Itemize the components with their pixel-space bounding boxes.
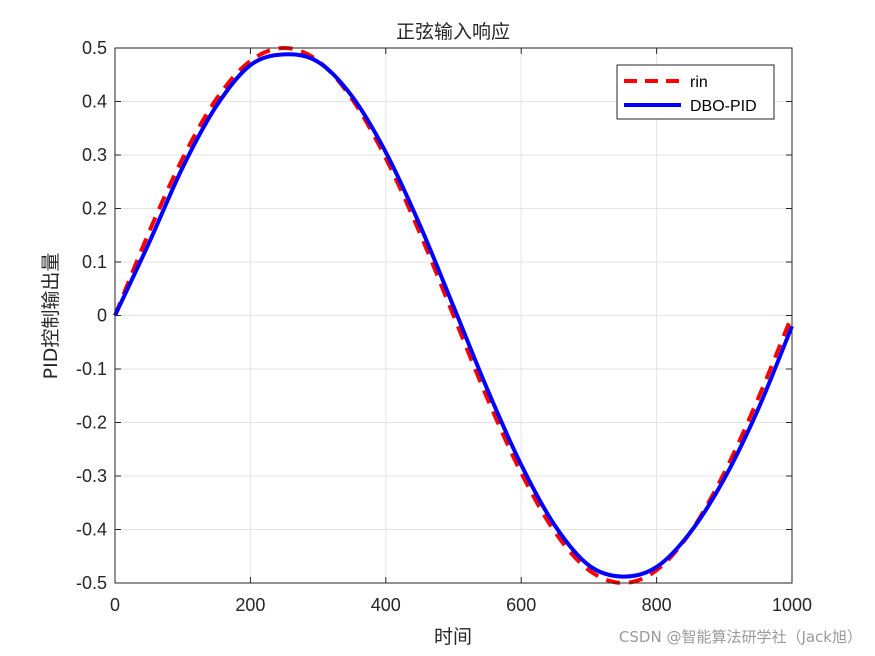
y-tick-label: -0.5 [76, 573, 107, 593]
x-tick-label: 200 [235, 595, 265, 615]
x-tick-label: 800 [642, 595, 672, 615]
legend-box [616, 64, 775, 120]
legend: rin DBO-PID [616, 64, 775, 120]
chart-title: 正弦输入响应 [396, 21, 510, 43]
x-tick-label: 1000 [772, 595, 812, 615]
x-tick-labels: 0 200 400 600 800 1000 [110, 595, 812, 615]
x-axis-label: 时间 [434, 626, 472, 648]
y-tick-label: -0.3 [76, 466, 107, 486]
y-tick-label: 0.3 [82, 145, 107, 165]
y-tick-label: 0.1 [82, 252, 107, 272]
y-tick-label: -0.4 [76, 520, 107, 540]
series-layer [113, 46, 794, 585]
watermark: CSDN @智能算法研学社（Jack旭） [619, 628, 862, 646]
x-tick-label: 600 [506, 595, 536, 615]
y-tick-label: 0.2 [82, 199, 107, 219]
y-tick-label: -0.1 [76, 359, 107, 379]
y-axis-label: PID控制输出量 [40, 253, 62, 380]
legend-label-dbo-pid: DBO-PID [690, 98, 757, 115]
y-tick-label: -0.2 [76, 413, 107, 433]
y-tick-labels: -0.5 -0.4 -0.3 -0.2 -0.1 0 0.1 0.2 0.3 0.4 0.5 [76, 38, 107, 593]
y-tick-label: 0 [97, 306, 107, 326]
tick-marks [114, 47, 793, 584]
plot-area [113, 46, 794, 585]
y-tick-label: 0.5 [82, 38, 107, 58]
series-line-dbo-pid [113, 52, 794, 579]
x-tick-label: 0 [110, 595, 120, 615]
legend-label-rin: rin [690, 74, 708, 91]
x-tick-label: 400 [371, 595, 401, 615]
y-tick-label: 0.4 [82, 92, 107, 112]
